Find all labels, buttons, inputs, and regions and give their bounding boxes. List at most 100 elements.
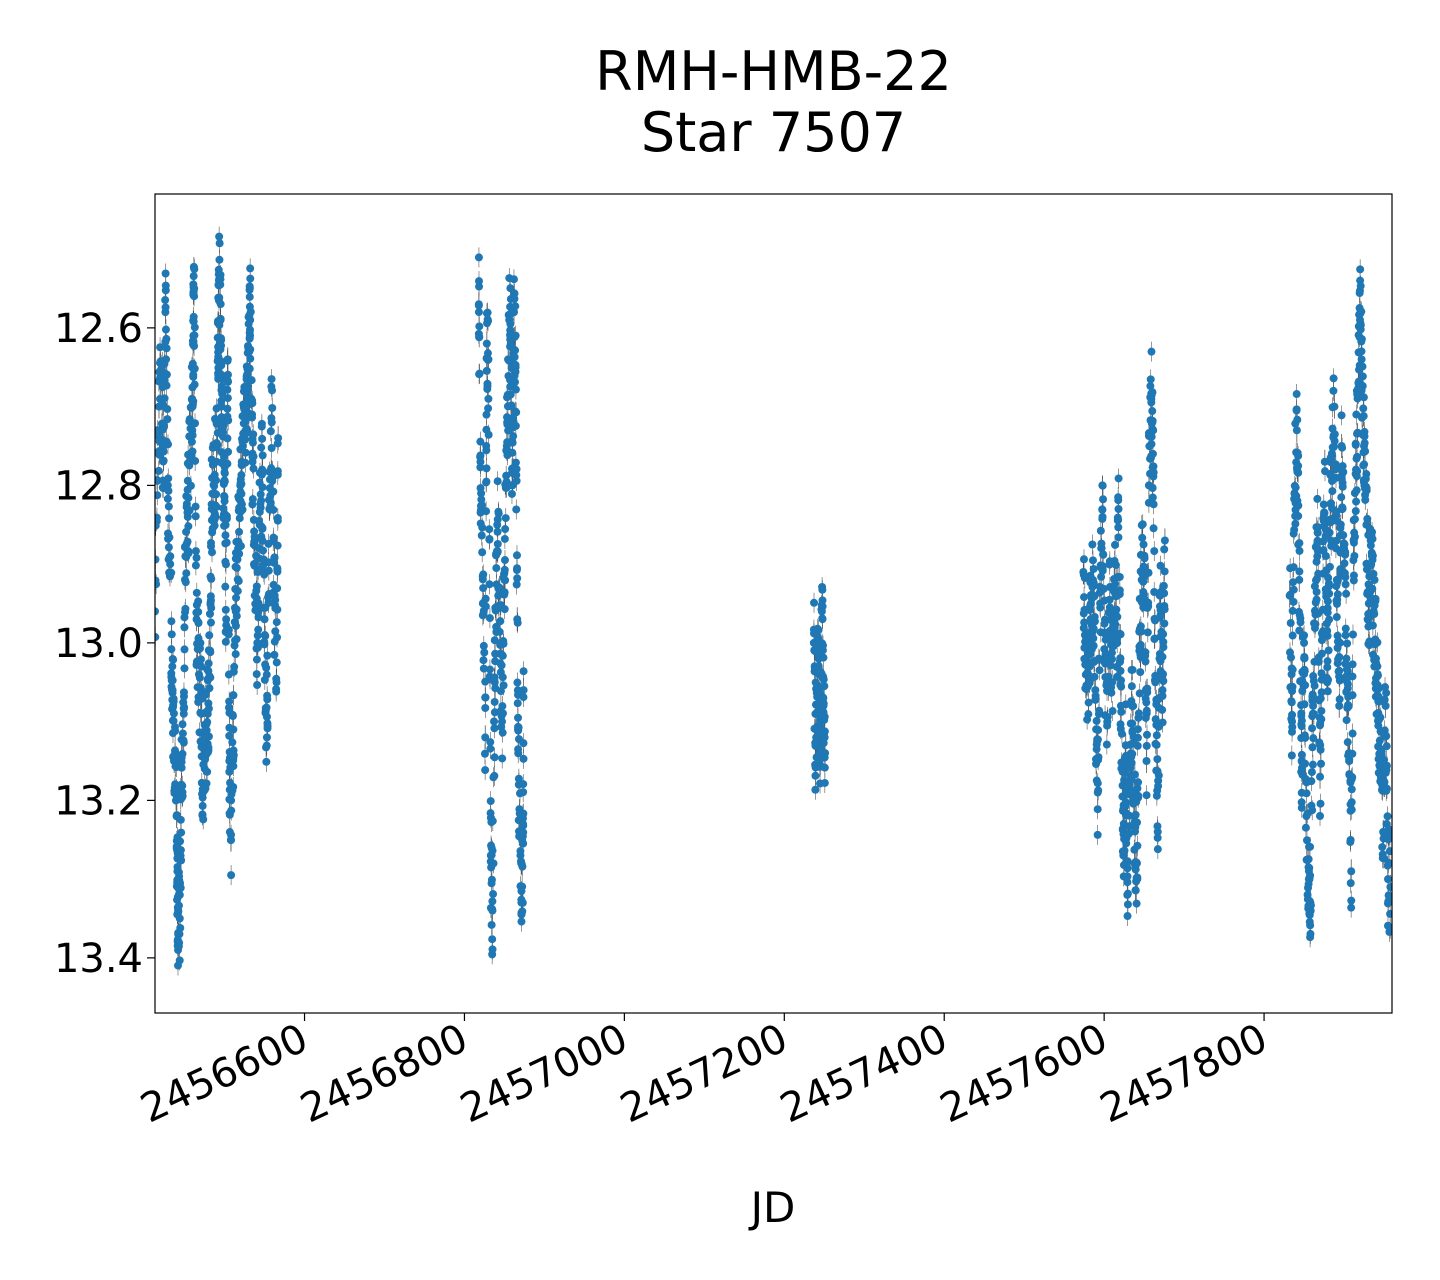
data-point <box>223 434 232 443</box>
data-point <box>1347 785 1356 794</box>
data-point <box>511 302 520 311</box>
data-point <box>1317 706 1326 715</box>
data-point <box>264 598 273 607</box>
data-point <box>1153 845 1162 854</box>
data-point <box>224 447 233 456</box>
data-point <box>1098 565 1107 574</box>
data-point <box>1317 649 1326 658</box>
data-point <box>1160 567 1169 576</box>
data-point <box>1294 512 1303 521</box>
data-point <box>1117 729 1126 738</box>
data-point <box>1090 672 1099 681</box>
data-point <box>811 771 820 780</box>
data-point <box>169 709 178 718</box>
data-point <box>1338 482 1347 491</box>
data-point <box>220 477 229 486</box>
data-point <box>273 541 282 550</box>
data-point <box>221 520 230 529</box>
data-point <box>1114 474 1123 483</box>
data-point <box>494 507 503 516</box>
data-point <box>162 344 171 353</box>
data-point <box>1297 709 1306 718</box>
data-point <box>1308 692 1317 701</box>
data-point <box>1132 899 1141 908</box>
data-point <box>519 686 528 695</box>
data-point <box>1340 540 1349 549</box>
data-point <box>1133 875 1142 884</box>
data-point <box>493 540 502 549</box>
data-point <box>252 670 261 679</box>
data-point <box>190 265 199 274</box>
data-point <box>171 746 180 755</box>
data-point <box>1080 593 1089 602</box>
data-point <box>1335 701 1344 710</box>
data-point <box>1361 495 1370 504</box>
data-point <box>1357 347 1366 356</box>
data-point <box>485 614 494 623</box>
data-point <box>271 627 280 636</box>
data-point <box>191 419 200 428</box>
data-point <box>485 665 494 674</box>
data-point <box>1159 630 1168 639</box>
data-point <box>212 442 221 451</box>
data-point <box>1323 687 1332 696</box>
data-point <box>249 464 258 473</box>
data-point <box>1095 666 1104 675</box>
data-point <box>176 815 185 824</box>
data-point <box>204 667 213 676</box>
data-point <box>220 491 229 500</box>
data-point <box>820 682 829 691</box>
data-point <box>268 404 277 413</box>
data-point <box>1295 575 1304 584</box>
data-point <box>819 653 828 662</box>
data-point <box>1159 677 1168 686</box>
data-point <box>1140 554 1149 563</box>
data-point <box>1128 665 1137 674</box>
data-point <box>1320 509 1329 518</box>
data-point <box>1106 661 1115 670</box>
data-point <box>184 494 193 503</box>
data-point <box>1146 375 1155 384</box>
data-point <box>1107 648 1116 657</box>
data-point <box>1335 652 1344 661</box>
data-point <box>1117 682 1126 691</box>
data-point <box>1089 634 1098 643</box>
data-point <box>168 655 177 664</box>
data-point <box>1344 702 1353 711</box>
data-point <box>232 593 241 602</box>
data-point <box>1160 605 1169 614</box>
data-point <box>1342 716 1351 725</box>
data-point <box>1153 827 1162 836</box>
data-point <box>1349 538 1358 547</box>
data-point <box>176 923 185 932</box>
data-point <box>512 471 521 480</box>
data-point <box>1128 719 1137 728</box>
data-point <box>1300 654 1309 663</box>
data-point <box>187 437 196 446</box>
data-point <box>217 370 226 379</box>
data-point <box>1079 555 1088 564</box>
data-point <box>1091 686 1100 695</box>
data-point <box>221 557 230 566</box>
data-point <box>1099 495 1108 504</box>
data-point <box>481 693 490 702</box>
data-point <box>1159 581 1168 590</box>
data-point <box>1348 672 1357 681</box>
data-point <box>818 596 827 605</box>
data-point <box>1367 551 1376 560</box>
data-point <box>1093 779 1102 788</box>
data-point <box>217 361 226 370</box>
data-point <box>488 905 497 914</box>
data-point <box>189 397 198 406</box>
data-point <box>485 535 494 544</box>
data-point <box>1363 514 1372 523</box>
data-point <box>493 515 502 524</box>
data-point <box>163 405 172 414</box>
data-point <box>1130 770 1139 779</box>
data-point <box>1297 750 1306 759</box>
data-point <box>181 578 190 587</box>
data-point <box>228 711 237 720</box>
data-point <box>1342 589 1351 598</box>
data-point <box>484 404 493 413</box>
data-point <box>495 627 504 636</box>
